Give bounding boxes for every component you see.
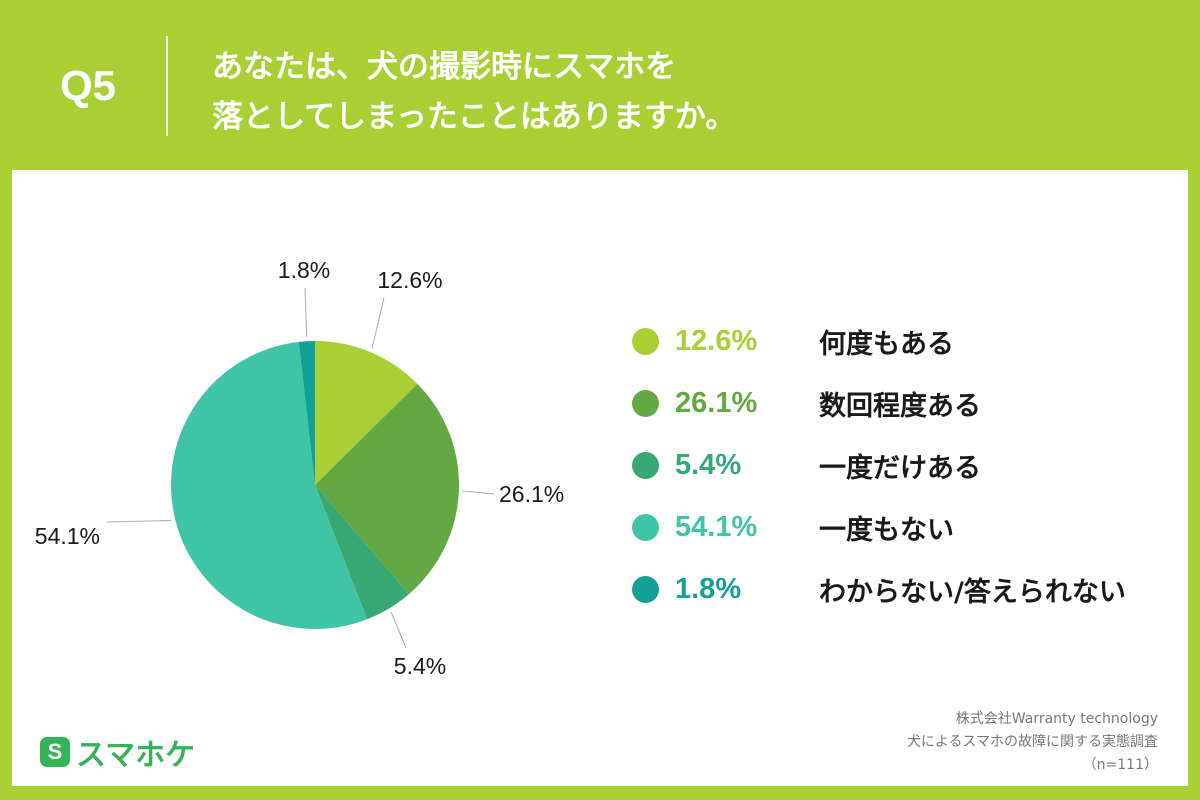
legend-label: 何度もある: [819, 328, 954, 360]
pie-value-label-4: 1.8%: [278, 257, 330, 283]
pie-value-label-3: 54.1%: [35, 523, 100, 549]
legend-dot-icon: [632, 575, 659, 603]
legend-item-0: 12.6% 何度もある: [632, 310, 1192, 372]
pie-chart: 12.6% 26.1% 5.4% 54.1% 1.8%: [35, 257, 564, 679]
logo-mark-icon: S: [40, 737, 70, 767]
legend-dot-icon: [632, 327, 659, 355]
chart-panel: 12.6% 26.1% 5.4% 54.1% 1.8% 12.6% 何度もある 26.1…: [12, 170, 1188, 786]
leader-line-1: [462, 490, 495, 495]
legend-item-3: 54.1% 一度もない: [632, 496, 1192, 558]
legend-pct: 54.1%: [675, 510, 758, 543]
header: Q5 あなたは、犬の撮影時にスマホを 落としてしまったことはありますか。: [0, 0, 1200, 170]
pie-value-label-2: 5.4%: [394, 653, 446, 679]
leader-line-3: [106, 519, 172, 523]
legend-pct: 5.4%: [675, 448, 742, 481]
question-line-2: 落としてしまったことはありますか。: [212, 99, 737, 135]
legend-label: 一度だけある: [819, 452, 981, 484]
source-survey: 犬によるスマホの故障に関する実態調査: [906, 734, 1158, 750]
legend-item-1: 26.1% 数回程度ある: [632, 372, 1192, 434]
pie-value-label-1: 26.1%: [499, 481, 564, 507]
leader-line-4: [304, 287, 308, 338]
pie-slice-0: [315, 341, 418, 485]
source-sample-size: （n=111）: [1082, 757, 1158, 773]
pie-slice-1: [315, 383, 459, 595]
legend-item-4: 1.8% わからない/答えられない: [632, 558, 1192, 620]
pie-value-label-0: 12.6%: [377, 267, 442, 293]
pie-slice-3: [170, 341, 368, 629]
question-line-1: あなたは、犬の撮影時にスマホを: [212, 49, 677, 85]
brand-logo: S スマホケ: [40, 730, 195, 774]
question-text: あなたは、犬の撮影時にスマホを 落としてしまったことはありますか。: [212, 42, 1112, 142]
legend-label: 一度もない: [819, 514, 954, 546]
pie-slice-2: [315, 485, 409, 620]
legend-pct: 12.6%: [675, 324, 758, 357]
legend-pct: 1.8%: [675, 572, 742, 605]
legend-dot-icon: [632, 389, 659, 417]
legend-pct: 26.1%: [675, 386, 758, 419]
header-divider: [166, 36, 168, 136]
legend-label: 数回程度ある: [819, 390, 981, 422]
logo-text: スマホケ: [76, 738, 196, 773]
leader-line-2: [390, 611, 407, 649]
legend-dot-icon: [632, 513, 659, 541]
legend: 12.6% 何度もある 26.1% 数回程度ある 5.4% 一度だけある 54.…: [632, 310, 1192, 620]
leader-line-0: [371, 297, 385, 349]
question-number: Q5: [60, 62, 117, 109]
source-company: 株式会社Warranty technology: [955, 711, 1158, 727]
source-note: 株式会社Warranty technology 犬によるスマホの故障に関する実態…: [907, 708, 1158, 777]
legend-item-2: 5.4% 一度だけある: [632, 434, 1192, 496]
legend-dot-icon: [632, 451, 659, 479]
legend-label: わからない/答えられない: [819, 576, 1126, 608]
pie-slice-4: [298, 341, 315, 485]
